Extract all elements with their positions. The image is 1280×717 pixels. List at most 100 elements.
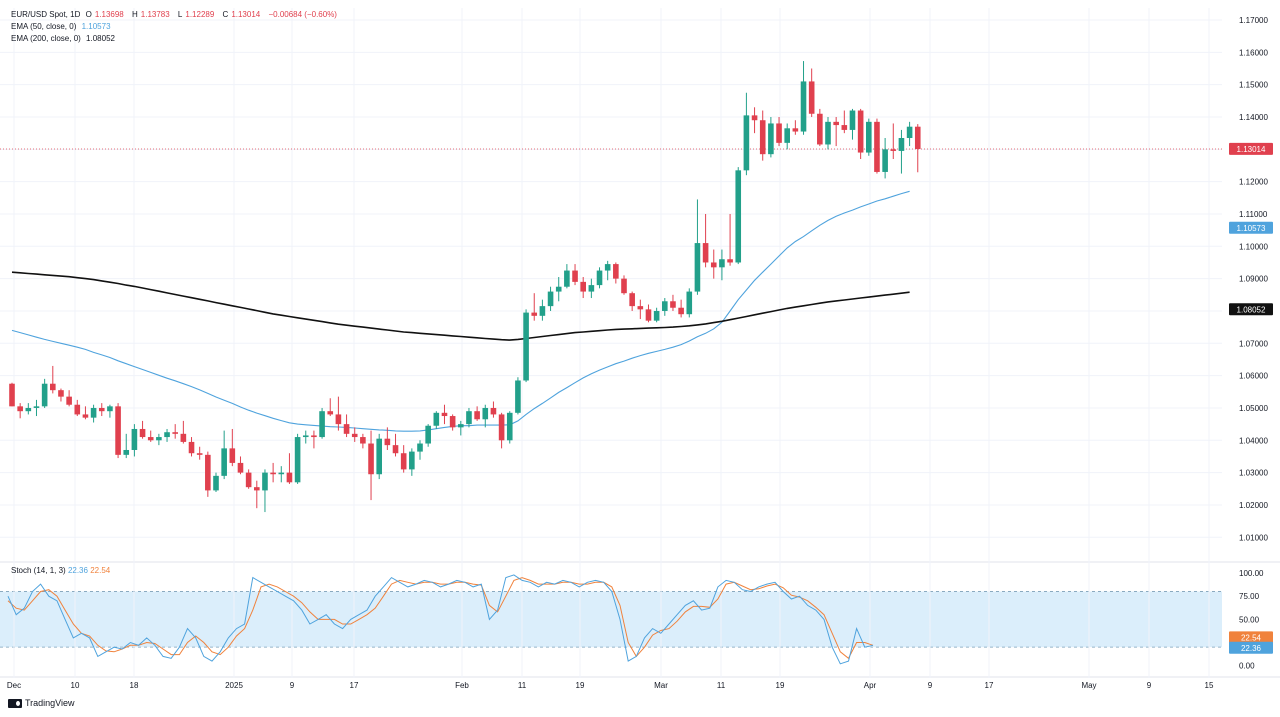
candle-body: [539, 306, 546, 316]
brand-label: TradingView: [25, 698, 75, 708]
price-tick-label: 1.09000: [1239, 275, 1268, 284]
price-tick-label: 1.11000: [1239, 210, 1268, 219]
stoch-k-badge-bg: [1229, 641, 1273, 654]
ema50-value: 1.10573: [81, 22, 111, 31]
candle-body: [164, 432, 170, 438]
candle-body: [490, 407, 497, 415]
candle-body: [302, 435, 309, 438]
candle-body: [613, 264, 619, 279]
time-tick-label: Apr: [864, 681, 877, 690]
candle-body: [237, 462, 244, 473]
candle-body: [123, 449, 130, 455]
candle-body: [759, 120, 766, 155]
stoch-d-badge-bg: [1229, 631, 1273, 644]
candle-body: [115, 406, 121, 455]
candle-body: [906, 126, 913, 139]
candle-body: [156, 437, 162, 441]
candle-body: [531, 312, 538, 316]
price-tick-label: 1.12000: [1239, 178, 1268, 187]
candle-body: [376, 438, 382, 475]
candle-body: [719, 259, 725, 268]
candle-body: [637, 306, 644, 310]
candle-body: [147, 437, 154, 441]
candle-body: [694, 243, 701, 292]
candle-body: [17, 406, 23, 412]
candle-body: [441, 412, 448, 417]
candle-body: [523, 312, 529, 381]
candle-body: [841, 125, 848, 130]
time-tick-label: 9: [290, 681, 295, 690]
ema200-value: 1.08052: [86, 34, 115, 43]
high-value: 1.13783: [140, 10, 170, 19]
candle-body: [311, 435, 317, 438]
price-tick-label: 1.07000: [1239, 339, 1268, 348]
price-tick-label: 1.05000: [1239, 404, 1268, 413]
candle-body: [327, 411, 334, 415]
candle-body: [90, 407, 97, 418]
candle-body: [205, 454, 211, 491]
candle-body: [98, 407, 105, 412]
candle-body: [188, 441, 195, 454]
candle-body: [670, 301, 676, 308]
candle-body: [425, 425, 431, 444]
last-price-badge: 1.13014: [1237, 145, 1266, 154]
candle-body: [784, 128, 790, 143]
candle-body: [743, 115, 750, 171]
time-tick-label: Dec: [7, 681, 21, 690]
tradingview-logo[interactable]: TradingView: [8, 698, 75, 708]
candle-body: [409, 451, 415, 470]
candle-body: [41, 383, 48, 407]
candle-body: [882, 149, 888, 172]
candle-body: [82, 414, 89, 418]
candle-body: [890, 149, 897, 151]
candle-body: [857, 110, 864, 153]
candle-body: [229, 448, 236, 463]
candle-body: [751, 115, 758, 121]
candle-body: [392, 445, 399, 454]
time-tick-label: 11: [717, 681, 726, 690]
time-tick-label: 10: [71, 681, 80, 690]
time-tick-label: Mar: [654, 681, 668, 690]
price-tick-label: 1.10000: [1239, 242, 1268, 251]
stoch-legend: Stoch (14, 1, 3) 22.36 22.54: [11, 566, 111, 575]
time-tick-label: 2025: [225, 681, 243, 690]
candle-body: [604, 264, 611, 271]
candle-body: [319, 411, 325, 438]
candle-body: [417, 443, 423, 452]
stoch-band: [0, 591, 1222, 648]
candle-body: [25, 407, 32, 412]
candle-body: [482, 407, 489, 420]
candle-body: [172, 432, 178, 434]
candle-body: [466, 411, 472, 425]
candle-body: [400, 453, 407, 470]
symbol-label: EUR/USD Spot, 1D: [11, 10, 81, 19]
candle-body: [74, 404, 81, 415]
price-tick-label: 1.04000: [1239, 436, 1268, 445]
candle-body: [914, 126, 921, 149]
candle-body: [866, 121, 872, 153]
candle-body: [139, 428, 146, 438]
price-tick-label: 1.15000: [1239, 81, 1268, 90]
time-tick-label: 15: [1205, 681, 1214, 690]
time-tick-label: 19: [776, 681, 785, 690]
ema200-badge: 1.08052: [1237, 305, 1266, 314]
candle-body: [66, 396, 72, 405]
ema200-line: [11, 271, 910, 341]
candle-body: [50, 383, 56, 391]
price-tick-label: 1.06000: [1239, 372, 1268, 381]
candle-body: [58, 390, 64, 397]
tradingview-icon: [8, 698, 22, 708]
time-tick-label: 11: [518, 681, 527, 690]
candle-body: [653, 310, 660, 321]
candle-body: [547, 291, 554, 307]
candle-body: [710, 262, 717, 268]
candle-body: [792, 128, 799, 132]
candle-body: [515, 380, 521, 413]
candle-body: [800, 81, 807, 132]
candle-body: [678, 307, 684, 315]
candle-body: [433, 412, 440, 426]
candle-body: [588, 285, 595, 292]
time-tick-label: 17: [985, 681, 994, 690]
ema200-legend: EMA (200, close, 0) 1.08052: [11, 34, 115, 43]
change-value: −0.00684 (−0.60%): [268, 10, 337, 19]
